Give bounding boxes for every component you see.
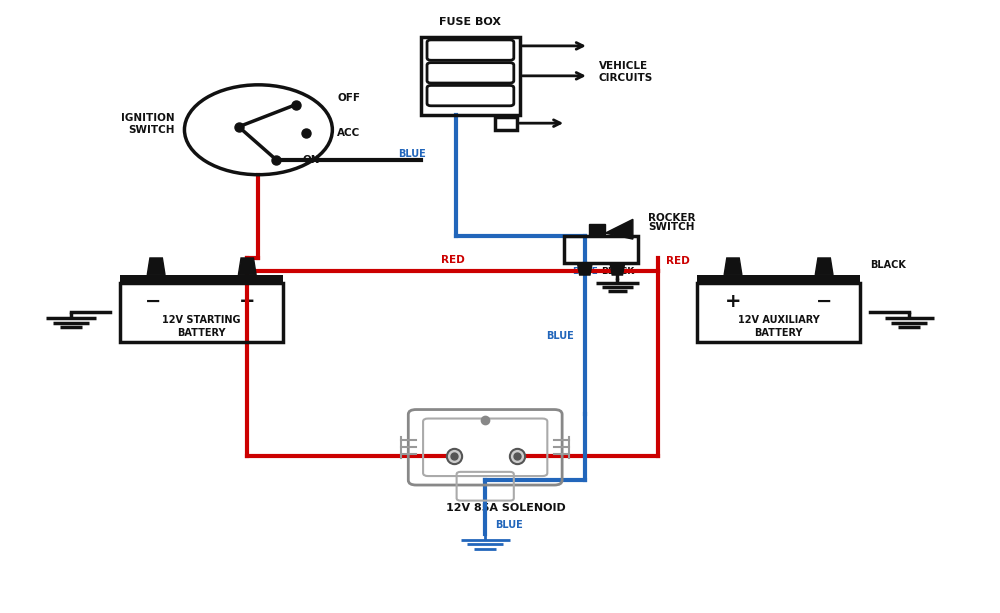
- Bar: [120, 283, 283, 343]
- Text: IGNITION
SWITCH: IGNITION SWITCH: [121, 113, 175, 135]
- Text: −: −: [816, 292, 832, 311]
- Text: ACC: ACC: [337, 128, 361, 138]
- Bar: [564, 236, 638, 263]
- Text: BATTERY: BATTERY: [754, 329, 803, 338]
- Bar: [120, 275, 283, 283]
- Bar: [697, 283, 860, 343]
- Text: FUSE BOX: FUSE BOX: [439, 17, 501, 27]
- Polygon shape: [724, 258, 742, 275]
- Text: SWITCH: SWITCH: [648, 222, 694, 232]
- Polygon shape: [577, 263, 592, 275]
- Polygon shape: [238, 258, 256, 275]
- Text: BATTERY: BATTERY: [177, 329, 226, 338]
- Text: +: +: [239, 292, 256, 311]
- Text: VEHICLE
CIRCUITS: VEHICLE CIRCUITS: [599, 61, 653, 83]
- Polygon shape: [610, 263, 625, 275]
- Text: BLUE: BLUE: [398, 150, 426, 159]
- Text: 12V 85A SOLENOID: 12V 85A SOLENOID: [446, 503, 566, 513]
- Text: BLACK: BLACK: [601, 267, 634, 276]
- Text: BLACK: BLACK: [870, 259, 906, 270]
- Bar: [697, 275, 860, 283]
- Polygon shape: [815, 258, 833, 275]
- Polygon shape: [589, 224, 605, 236]
- Text: −: −: [145, 292, 161, 311]
- Polygon shape: [147, 258, 165, 275]
- Text: RED: RED: [441, 256, 464, 265]
- Text: ON: ON: [303, 154, 320, 165]
- Bar: [495, 116, 517, 130]
- Text: 12V AUXILIARY: 12V AUXILIARY: [738, 314, 819, 325]
- Text: 12V STARTING: 12V STARTING: [162, 314, 241, 325]
- Text: +: +: [725, 292, 741, 311]
- Text: BLUE: BLUE: [572, 267, 598, 276]
- Polygon shape: [605, 219, 633, 239]
- Text: ROCKER: ROCKER: [648, 213, 695, 223]
- Text: RED: RED: [666, 256, 689, 266]
- Text: BLUE: BLUE: [546, 330, 574, 341]
- Text: OFF: OFF: [337, 93, 360, 103]
- Text: BLUE: BLUE: [495, 520, 523, 530]
- Bar: [421, 37, 520, 115]
